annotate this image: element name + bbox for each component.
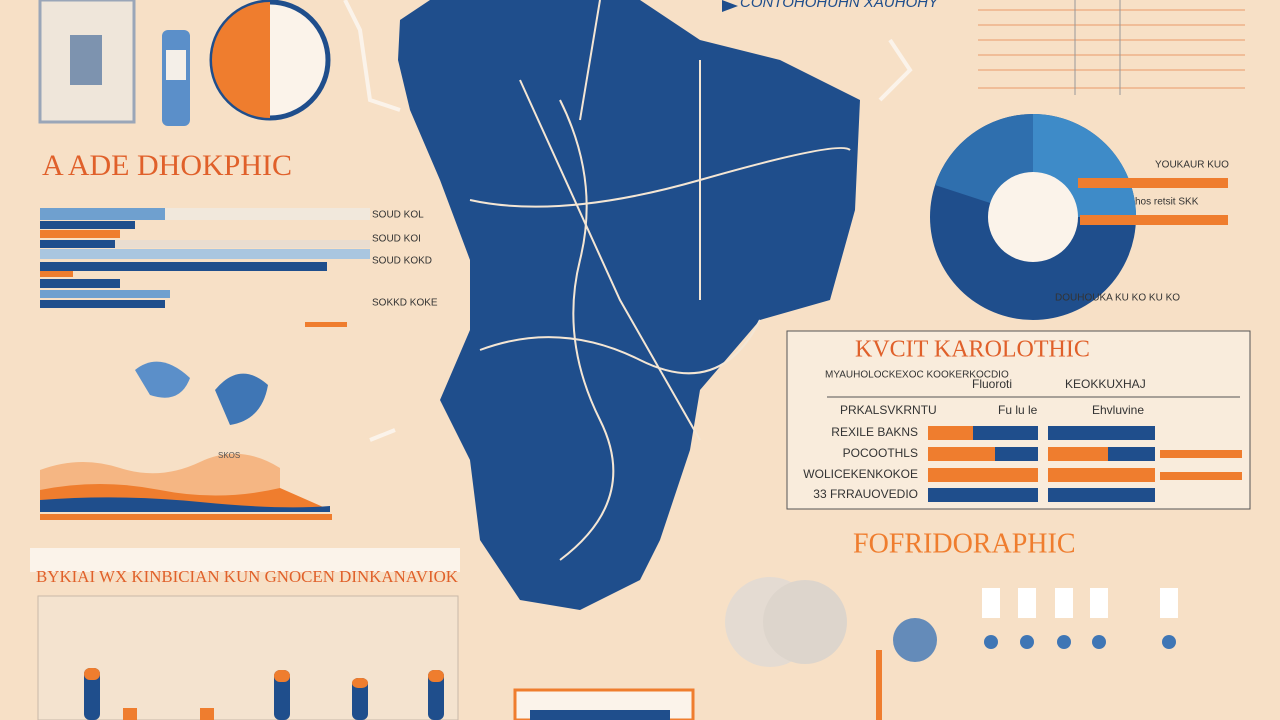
bar-label: SOKKD KOKE — [372, 298, 438, 309]
donut-label: YOUKAUR KUO — [1155, 160, 1229, 171]
arrow — [722, 0, 738, 12]
table-bars — [928, 426, 1242, 502]
columns — [84, 668, 444, 720]
table-header: Fluoroti — [972, 377, 1012, 391]
banner — [30, 548, 460, 572]
outline — [343, 0, 913, 442]
table-row-label: 33 FRRAUOVEDIO — [813, 487, 918, 501]
left-title: A ADE DHOKPHIC — [42, 149, 292, 182]
blob — [215, 373, 268, 425]
half-pie-slice — [212, 2, 270, 118]
label-bar — [1078, 178, 1228, 188]
table-row-label: POCOOTHLS — [843, 446, 918, 460]
mini-table — [978, 0, 1245, 95]
table-subheader: Ehvluvine — [1092, 403, 1144, 417]
bottom-box-bar — [530, 710, 670, 720]
left-bars — [40, 208, 370, 327]
small-label: SKOS — [218, 451, 240, 460]
table-title: KVCIT KAROLOTHIC — [855, 337, 1090, 363]
table-header: KEOKKUXHAJ — [1065, 377, 1146, 391]
column-panel — [37, 595, 459, 720]
table-subheader: Fu lu le — [998, 403, 1038, 417]
table-row-label: WOLICEKENKOKOE — [803, 467, 918, 481]
icons — [893, 588, 1178, 662]
bottom-left-title: BYKIAI WX KINBICIAN KUN GNOCEN DINKANAVI… — [36, 567, 459, 586]
table-header: MYAUHOLOCKEXOC KOOKERKOCDIO — [825, 370, 1009, 381]
bar-label: SOUD KOI — [372, 234, 421, 245]
card-icon — [70, 35, 102, 85]
bar-label: SOUD KOL — [372, 210, 424, 221]
donut-label: hos retsit SKK — [1135, 197, 1199, 208]
lower-right-title: FOFRIDORAPHIC — [853, 528, 1076, 559]
table-row-label: REXILE BAKNS — [831, 425, 918, 439]
map — [398, 0, 860, 610]
bar — [876, 650, 882, 720]
wave — [40, 497, 330, 512]
donut-label: DOUHOUKA KU KO KU KO — [1055, 293, 1180, 304]
label-bar — [1080, 215, 1228, 225]
bottle-label — [166, 50, 186, 80]
circle — [763, 580, 847, 664]
map-roads — [469, 0, 851, 561]
table-subheader: PRKALSVKRNTU — [840, 403, 937, 417]
top-caption: CONTOHOHUHN XAUHOHY — [740, 0, 939, 11]
baseline — [40, 514, 332, 520]
bar-label: SOUD KOKD — [372, 256, 432, 267]
donut-hole — [988, 172, 1078, 262]
blob — [135, 361, 190, 398]
